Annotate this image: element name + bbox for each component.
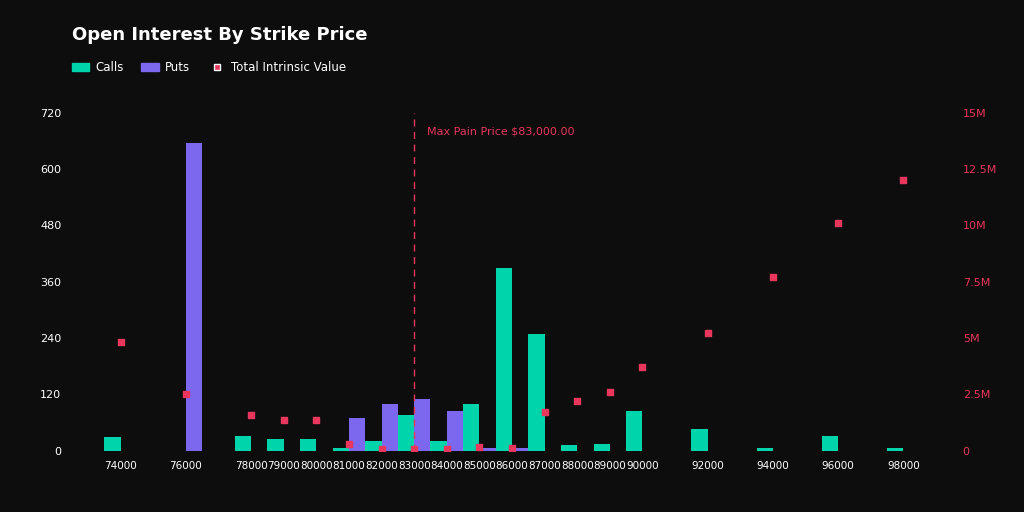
Bar <box>104 437 121 451</box>
Bar <box>496 267 512 451</box>
Bar <box>887 448 903 451</box>
Bar <box>463 403 479 451</box>
Bar <box>267 439 284 451</box>
Point <box>308 416 325 424</box>
Point <box>406 444 422 453</box>
Bar <box>382 403 398 451</box>
Bar <box>414 399 430 451</box>
Bar <box>398 415 414 451</box>
Point <box>243 411 259 419</box>
Legend: Calls, Puts, Total Intrinsic Value: Calls, Puts, Total Intrinsic Value <box>72 61 346 74</box>
Bar <box>594 443 610 451</box>
Bar <box>528 334 545 451</box>
Point <box>438 444 455 453</box>
Text: Open Interest By Strike Price: Open Interest By Strike Price <box>72 26 368 44</box>
Bar <box>691 430 708 451</box>
Bar <box>512 448 528 451</box>
Point <box>374 444 390 453</box>
Text: Max Pain Price $83,000.00: Max Pain Price $83,000.00 <box>427 126 574 137</box>
Point <box>634 363 650 371</box>
Point <box>275 416 292 424</box>
Point <box>830 219 847 227</box>
Bar <box>349 418 366 451</box>
Bar <box>366 441 382 451</box>
Bar <box>300 439 316 451</box>
Point <box>504 444 520 453</box>
Point <box>569 397 586 405</box>
Bar <box>479 448 496 451</box>
Point <box>341 440 357 449</box>
Point <box>537 408 553 416</box>
Bar <box>626 411 642 451</box>
Bar <box>561 445 578 451</box>
Bar <box>446 411 463 451</box>
Bar <box>234 436 251 451</box>
Point <box>765 273 781 281</box>
Bar <box>757 448 773 451</box>
Bar <box>185 143 202 451</box>
Point <box>113 338 129 347</box>
Bar <box>430 441 446 451</box>
Bar <box>333 448 349 451</box>
Point <box>602 388 618 396</box>
Bar <box>822 436 839 451</box>
Point <box>699 329 716 337</box>
Point <box>177 390 194 398</box>
Point <box>471 443 487 451</box>
Point <box>895 176 911 184</box>
